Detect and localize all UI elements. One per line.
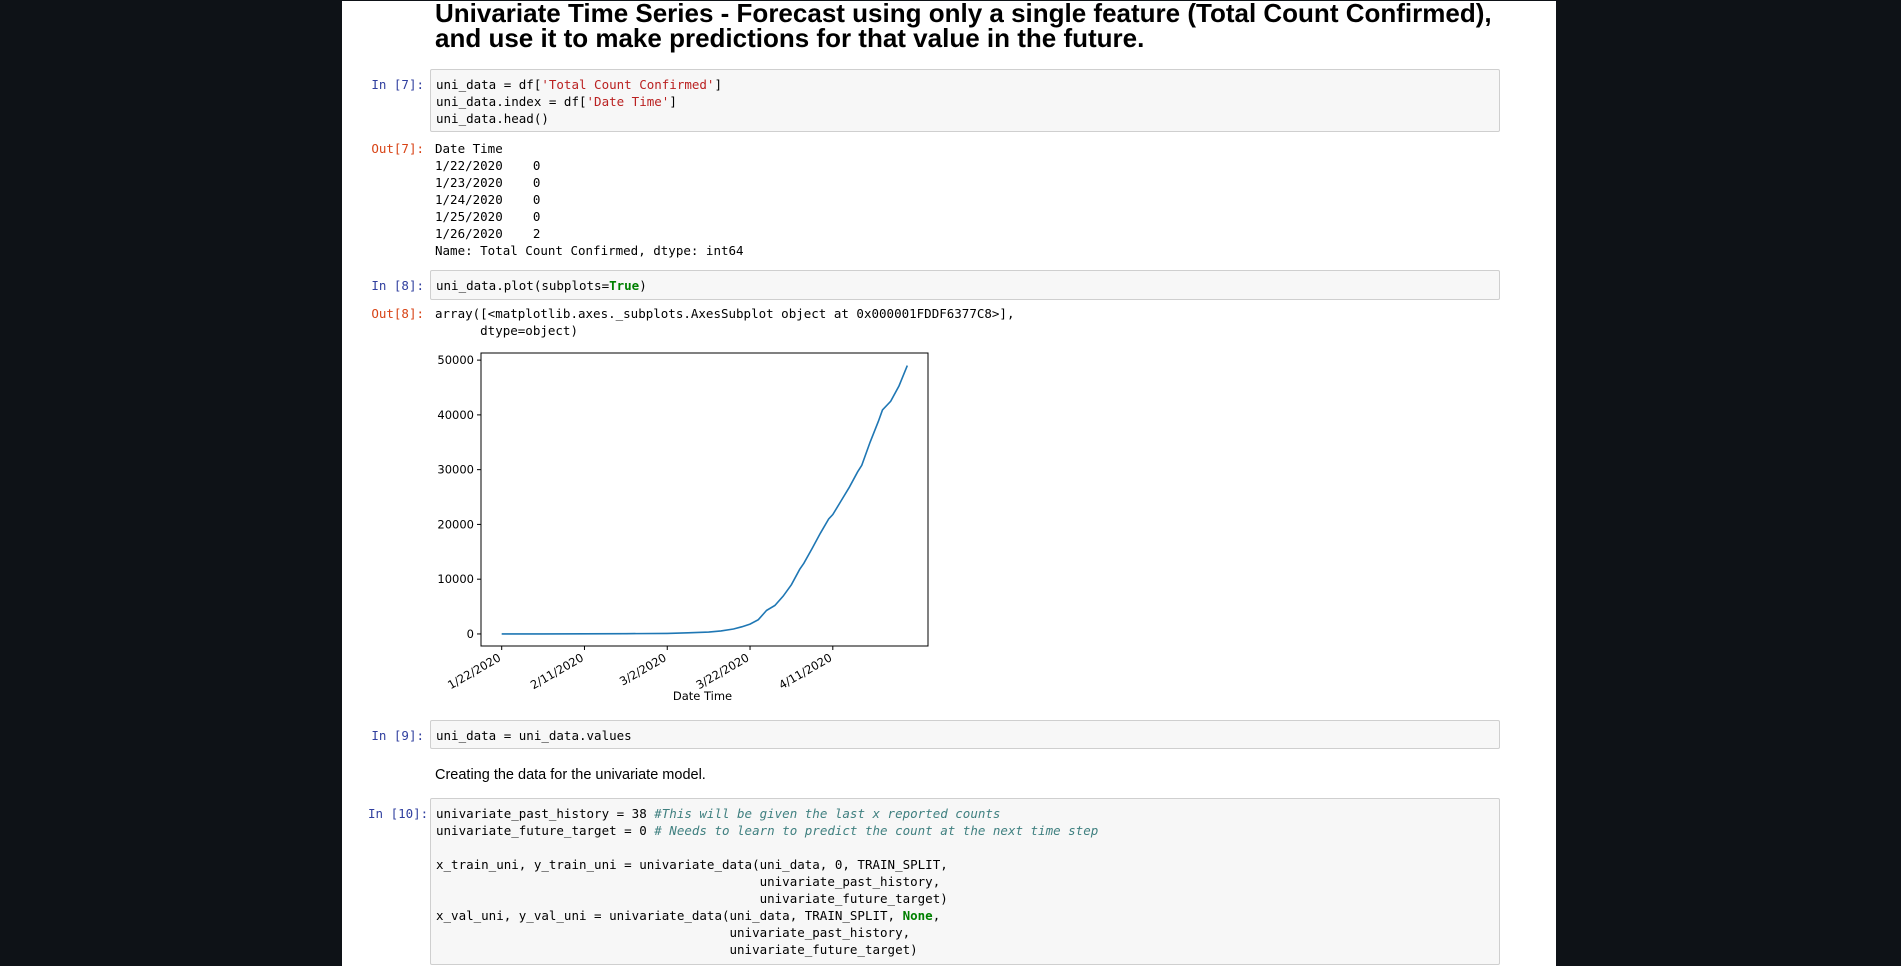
token: uni_data.index = df[ [436,94,587,109]
output-line: 1/26/2020 2 [435,226,541,241]
token: None [902,908,933,923]
chart: 0 10000 20000 30000 40000 50000 1/22/2020 2/11/… [437,352,929,703]
output-text: array([<matplotlib.axes._subplots.AxesSu… [435,305,1014,339]
output-line: 1/25/2020 0 [435,209,541,224]
token: 'Date Time' [586,94,670,109]
output-line: array([<matplotlib.axes._subplots.AxesSu… [435,306,1015,321]
code-line: uni_data = uni_data.values [436,727,1494,744]
code-line: univariate_future_target = 0 # Needs to … [436,822,1494,839]
token: uni_data.plot(subplots= [436,278,610,293]
code-line: univariate_past_history = 38 #This will … [436,805,1494,822]
token: univariate_future_target) [436,942,918,957]
token: uni_data = df[ [436,77,542,92]
x-tick-label: 3/2/2020 [617,650,669,688]
token: # Needs to learn to predict the count at… [654,823,1099,838]
y-tick-label: 10000 [437,572,474,586]
token: univariate_future_target) [436,891,948,906]
data-line [501,365,909,635]
blank-line [436,839,1494,856]
input-prompt: In [9]: [371,728,424,743]
y-tick-label: 40000 [437,408,474,422]
y-tick-label: 50000 [437,353,474,367]
output-line: 1/24/2020 0 [435,192,541,207]
token: True [609,278,640,293]
output-line: 1/23/2020 0 [435,175,541,190]
code-line: univariate_past_history, [436,873,1494,890]
token: #This will be given the last x reported … [654,806,1001,821]
x-tick-label: 1/22/2020 [445,650,503,692]
notebook: Univariate Time Series - Forecast using … [342,0,1556,966]
y-tick-label: 30000 [437,463,474,477]
code-line: uni_data.plot(subplots=True) [436,277,1494,294]
output-prompt: Out[8]: [371,306,424,321]
token: ] [714,77,722,92]
code-line: univariate_future_target) [436,941,1494,958]
code-cell: uni_data.plot(subplots=True) [430,270,1500,300]
code-line: uni_data.head() [436,110,1494,127]
output-prompt: Out[7]: [371,141,424,156]
code-line: univariate_past_history, [436,924,1494,941]
token: ) [639,278,647,293]
x-tick-label: 3/22/2020 [693,650,751,692]
x-tick-label: 2/11/2020 [528,650,586,692]
x-tick-label: 4/11/2020 [776,650,834,692]
input-prompt: In [10]: [368,806,429,821]
input-prompt: In [8]: [371,278,424,293]
token: x_train_uni, y_train_uni = univariate_da… [436,857,948,872]
output-line: 1/22/2020 0 [435,158,541,173]
token: univariate_past_history, [436,874,941,889]
token: ] [669,94,677,109]
token: univariate_past_history = 38 [436,806,655,821]
x-axis-label: Date Time [673,689,732,703]
markdown-text: Creating the data for the univariate mod… [435,767,706,783]
output-line: Date Time [435,141,503,156]
token: 'Total Count Confirmed' [541,77,715,92]
heading: Univariate Time Series - Forecast using … [435,0,1492,53]
code-line: uni_data.index = df['Date Time'] [436,93,1494,110]
axes-frame [480,352,929,647]
token: x_val_uni, y_val_uni = univariate_data(u… [436,908,903,923]
token: univariate_past_history, [436,925,911,940]
y-tick-label: 20000 [437,517,474,531]
output-text: Date Time 1/22/2020 0 1/23/2020 0 1/24/2020… [435,140,744,259]
code-cell: univariate_past_history = 38 #This will … [430,798,1500,965]
y-tick-label: 0 [467,627,474,641]
token: uni_data = uni_data.values [436,728,632,743]
input-prompt: In [7]: [371,77,424,92]
token: , [932,908,941,923]
code-line: univariate_future_target) [436,890,1494,907]
code-line: uni_data = df['Total Count Confirmed'] [436,76,1494,93]
code-line: x_train_uni, y_train_uni = univariate_da… [436,856,1494,873]
code-cell: uni_data = uni_data.values [430,720,1500,749]
code-line: x_val_uni, y_val_uni = univariate_data(u… [436,907,1494,924]
token: univariate_future_target = 0 [436,823,655,838]
code-cell: uni_data = df['Total Count Confirmed'] un… [430,69,1500,132]
output-line: dtype=object) [435,323,578,338]
token: uni_data.head() [436,111,549,126]
output-line: Name: Total Count Confirmed, dtype: int6… [435,243,744,258]
